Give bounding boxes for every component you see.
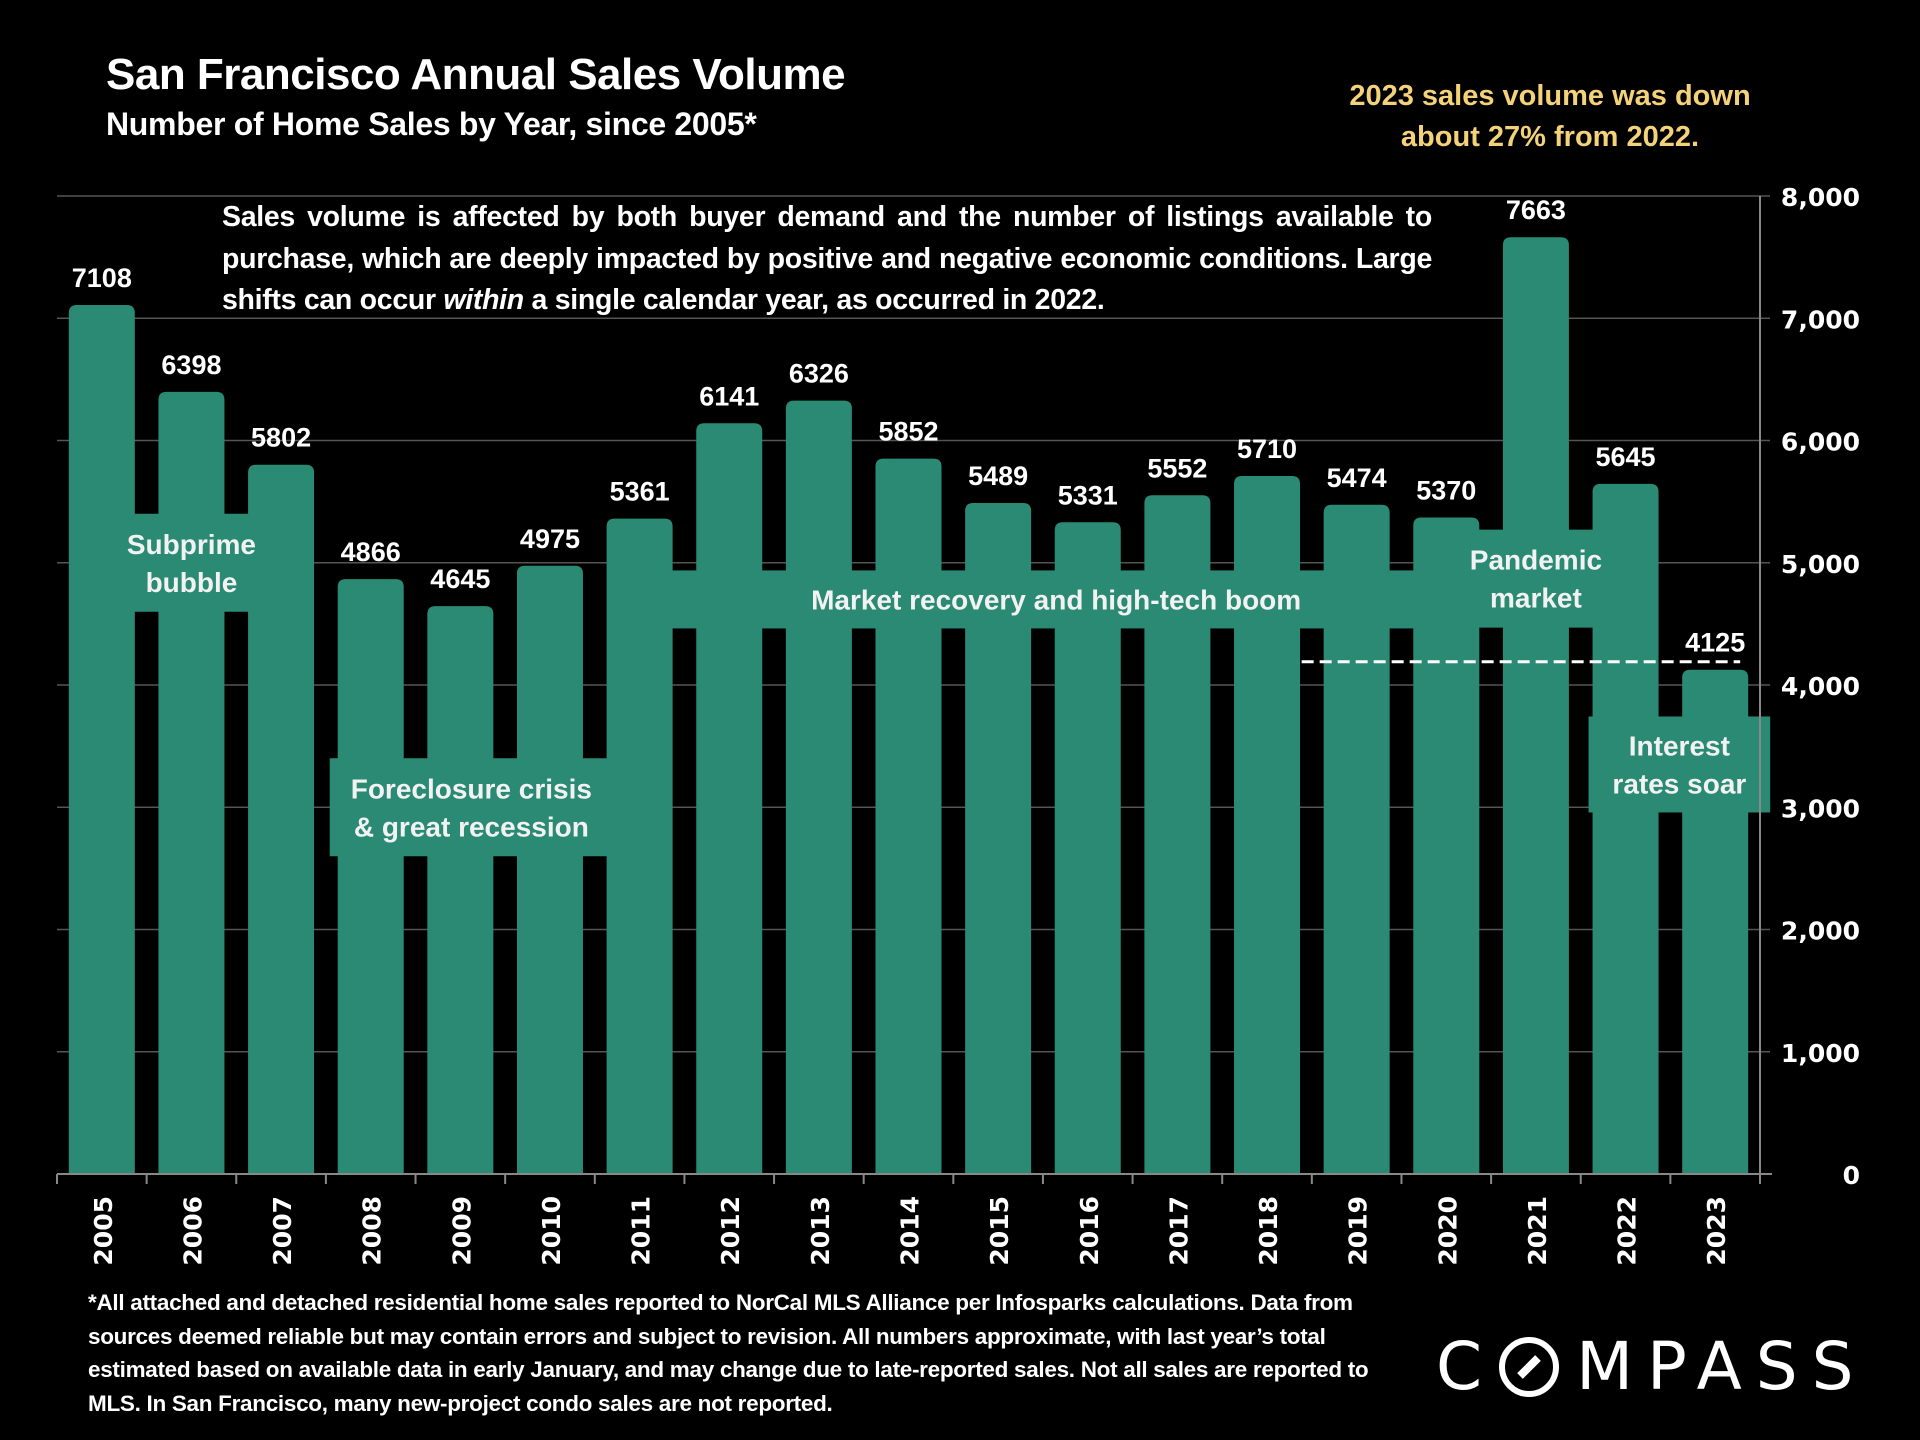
- bar: [427, 606, 494, 1174]
- note-text-2: a single calendar year, as occurred in 2…: [523, 284, 1105, 316]
- data-label: 5802: [251, 423, 311, 453]
- bar: [875, 458, 942, 1174]
- data-label: 7108: [72, 263, 132, 293]
- data-label: 4645: [430, 564, 490, 594]
- axes: 0 1,000 2,000 3,000 4,000 5,000 6,000 7,000 8,00…: [56, 183, 1860, 1266]
- data-label: 4125: [1685, 628, 1745, 658]
- bar: [965, 502, 1032, 1175]
- compass-logo: C MPASS: [1436, 1328, 1868, 1405]
- annotation-label: Foreclosure crisis: [351, 773, 592, 804]
- annotation-box: [1588, 716, 1771, 813]
- y-tick-label: 8,000: [1781, 183, 1860, 212]
- data-label: 5331: [1058, 480, 1118, 510]
- data-label: 5370: [1416, 476, 1476, 506]
- annotation-box: [329, 758, 613, 857]
- data-label: 5489: [968, 461, 1028, 491]
- x-tick-label: 2016: [1075, 1196, 1104, 1266]
- y-tick-label: 1,000: [1781, 1039, 1860, 1068]
- x-tick-label: 2011: [627, 1196, 656, 1266]
- y-tick-label: 3,000: [1781, 794, 1860, 823]
- chart-title: San Francisco Annual Sales Volume: [106, 50, 846, 99]
- annotation-box: [662, 570, 1450, 629]
- annotation-box: [1436, 529, 1636, 628]
- bar: [1323, 504, 1390, 1175]
- data-label: 4975: [520, 524, 580, 554]
- y-tick-label: 6,000: [1781, 428, 1860, 457]
- annotation-label: market: [1490, 583, 1582, 614]
- x-tick-label: 2021: [1523, 1196, 1552, 1266]
- bar: [68, 305, 135, 1174]
- data-label: 5474: [1327, 463, 1387, 493]
- data-labels: 7108 6398 5802 4866 4645 4975 5361 6141 6326 5852…: [72, 195, 1745, 658]
- data-label: 6141: [699, 381, 759, 411]
- x-tick-label: 2017: [1164, 1196, 1193, 1266]
- data-label: 5710: [1237, 434, 1297, 464]
- logo-text-end: MPASS: [1576, 1328, 1868, 1405]
- bars: [68, 237, 1749, 1175]
- x-tick-label: 2008: [358, 1196, 387, 1266]
- data-label: 6326: [789, 359, 849, 389]
- data-label: 4866: [341, 537, 401, 567]
- bar: [606, 518, 673, 1174]
- data-label: 6398: [161, 350, 221, 380]
- data-label: 5361: [610, 477, 670, 507]
- annotations: Subprime bubble Foreclosure crisis & great …: [96, 513, 1771, 857]
- x-tick-label: 2007: [268, 1196, 297, 1266]
- y-tick-label: 5,000: [1781, 550, 1860, 579]
- x-tick-label: 2015: [985, 1196, 1014, 1266]
- data-label: 5852: [878, 417, 938, 447]
- y-tick-label: 0: [1843, 1161, 1860, 1190]
- data-label: 5552: [1147, 453, 1207, 483]
- logo-text-start: C: [1436, 1328, 1497, 1405]
- annotation-label: rates soar: [1612, 768, 1746, 799]
- x-tick-label: 2006: [178, 1196, 207, 1266]
- x-tick-label: 2005: [89, 1196, 118, 1266]
- bar: [1592, 483, 1659, 1174]
- data-label: 7663: [1506, 195, 1566, 225]
- bar: [248, 464, 315, 1174]
- bar: [1234, 475, 1301, 1174]
- bar: [1144, 495, 1211, 1174]
- annotation-label: & great recession: [354, 811, 589, 842]
- x-tick-label: 2014: [896, 1196, 925, 1266]
- y-tick-label: 7,000: [1781, 305, 1860, 334]
- y-tick-label: 4,000: [1781, 672, 1860, 701]
- annotation-box: [96, 513, 287, 612]
- bar: [1413, 517, 1480, 1174]
- note-italic: within: [443, 284, 524, 316]
- explanatory-note: Sales volume is affected by both buyer d…: [222, 197, 1432, 322]
- x-tick-label: 2020: [1433, 1196, 1462, 1266]
- chart-subtitle: Number of Home Sales by Year, since 2005…: [106, 106, 757, 142]
- bar: [696, 423, 763, 1174]
- x-tick-label: 2023: [1702, 1196, 1731, 1266]
- x-tick-label: 2019: [1344, 1196, 1373, 1266]
- x-tick-label: 2018: [1254, 1196, 1283, 1266]
- annotation-label: Interest: [1629, 730, 1730, 761]
- bar: [158, 391, 225, 1175]
- callout-line-1: 2023 sales volume was down: [1349, 80, 1751, 112]
- callout-line-2: about 27% from 2022.: [1400, 121, 1700, 153]
- note-text-1: Sales volume is affected by both buyer d…: [222, 201, 1432, 316]
- bar-chart: Subprime bubble Foreclosure crisis & great …: [56, 183, 1860, 1266]
- bar: [785, 400, 852, 1175]
- bar: [516, 565, 583, 1174]
- footnote: *All attached and detached residential h…: [88, 1290, 1369, 1416]
- x-tick-label: 2009: [447, 1196, 476, 1266]
- annotation-label: Subprime: [127, 529, 256, 560]
- annotation-label: Pandemic: [1470, 545, 1602, 576]
- bar: [1502, 237, 1569, 1175]
- compass-o-slash-icon: [1499, 1336, 1560, 1397]
- bar: [337, 579, 404, 1174]
- x-tick-label: 2013: [806, 1196, 835, 1266]
- x-tick-label: 2012: [716, 1196, 745, 1266]
- y-tick-label: 2,000: [1781, 917, 1860, 946]
- bar: [1054, 522, 1121, 1174]
- summary-callout: 2023 sales volume was down about 27% fro…: [1300, 76, 1800, 158]
- x-tick-label: 2010: [537, 1196, 566, 1266]
- data-label: 5645: [1596, 442, 1656, 472]
- x-tick-label: 2022: [1613, 1196, 1642, 1266]
- annotation-label: Market recovery and high-tech boom: [811, 584, 1301, 615]
- annotation-label: bubble: [146, 567, 238, 598]
